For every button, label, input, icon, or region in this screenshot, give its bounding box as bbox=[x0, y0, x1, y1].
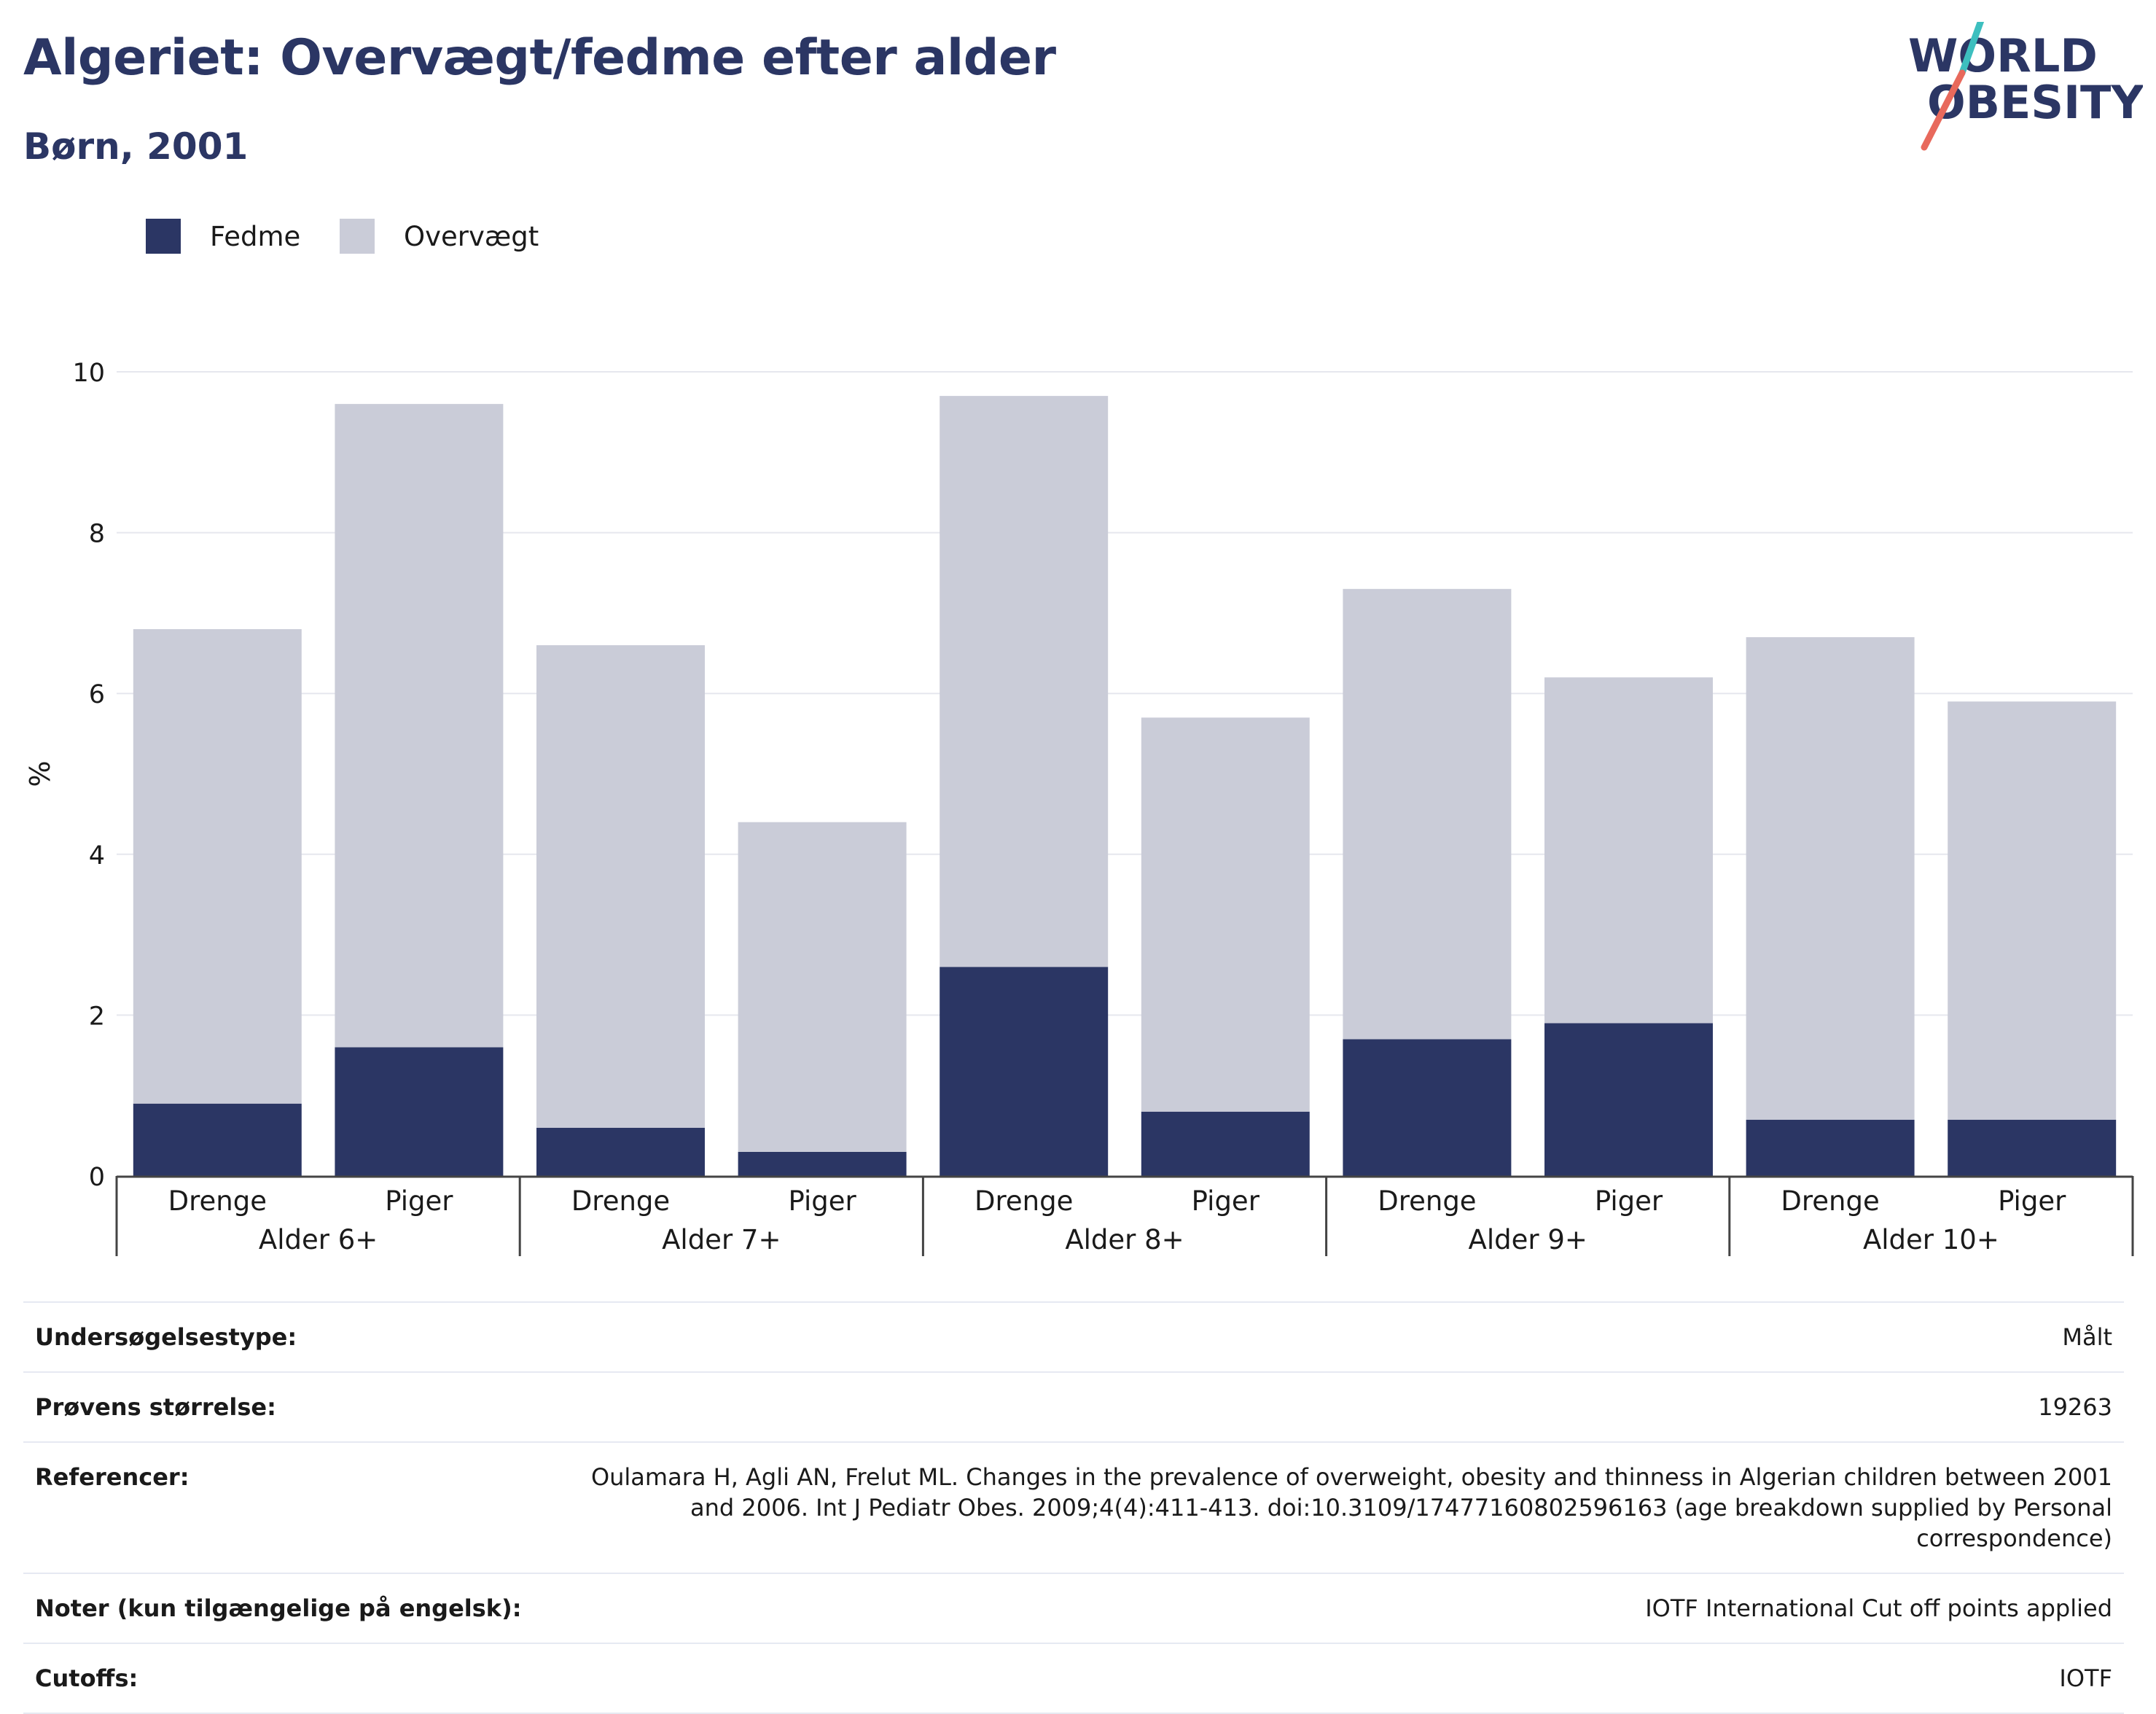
bar-fedme bbox=[1746, 1119, 1915, 1176]
stacked-bar-chart: 0 2 4 6 8 10% Drenge Piger Drenge Piger Drenge Pige… bbox=[24, 359, 2134, 1256]
info-row: Referencer: Oulamara H, Agli AN, Frelut … bbox=[23, 1441, 2124, 1573]
x-group-label: Alder 10+ bbox=[1863, 1224, 1999, 1255]
bar-overvaegt bbox=[940, 396, 1109, 967]
info-label: Referencer: bbox=[23, 1441, 557, 1573]
y-tick-label: 8 bbox=[89, 520, 105, 549]
x-group-label: Alder 8+ bbox=[1065, 1224, 1184, 1255]
y-tick-label: 2 bbox=[89, 1002, 105, 1031]
info-value: 19263 bbox=[557, 1371, 2124, 1442]
bar-overvaegt bbox=[738, 822, 907, 1152]
bar-fedme bbox=[133, 1103, 302, 1176]
x-category-label: Drenge bbox=[1378, 1185, 1476, 1217]
bar-fedme bbox=[1948, 1119, 2117, 1176]
info-value: IOTF International Cut off points applie… bbox=[557, 1573, 2124, 1643]
info-row: Noter (kun tilgængelige på engelsk): IOT… bbox=[23, 1573, 2124, 1643]
bar-fedme bbox=[940, 967, 1109, 1176]
logo-line1: WORLD bbox=[1908, 29, 2098, 82]
legend-swatch-overvaegt bbox=[340, 219, 375, 254]
bar-overvaegt bbox=[133, 628, 302, 1104]
x-category-label: Piger bbox=[1998, 1185, 2066, 1217]
x-category-label: Piger bbox=[1595, 1185, 1663, 1217]
info-label: Prøvens størrelse: bbox=[23, 1371, 557, 1442]
world-obesity-logo: WORLD OBESITY bbox=[1908, 22, 2143, 151]
legend-item-fedme[interactable]: Fedme bbox=[146, 219, 300, 254]
info-value: Målt bbox=[557, 1301, 2124, 1372]
page-title: Algeriet: Overvægt/fedme efter alder bbox=[23, 29, 1056, 87]
x-group-label: Alder 7+ bbox=[662, 1224, 781, 1255]
bar-fedme bbox=[738, 1151, 907, 1176]
x-group-label: Alder 6+ bbox=[259, 1224, 378, 1255]
y-tick-label: 6 bbox=[89, 680, 105, 709]
legend-swatch-fedme bbox=[146, 219, 181, 254]
info-label: Cutoffs: bbox=[23, 1643, 557, 1714]
page-subtitle: Børn, 2001 bbox=[23, 125, 249, 168]
info-row: Undersøgelsestype: Målt bbox=[23, 1301, 2124, 1372]
x-group-label: Alder 9+ bbox=[1469, 1224, 1587, 1255]
bar-fedme bbox=[1343, 1039, 1512, 1176]
bar-overvaegt bbox=[536, 645, 705, 1128]
info-value: Oulamara H, Agli AN, Frelut ML. Changes … bbox=[557, 1441, 2124, 1573]
x-category-label: Drenge bbox=[168, 1185, 267, 1217]
bar-fedme bbox=[536, 1127, 705, 1176]
bar-overvaegt bbox=[1948, 701, 2117, 1120]
y-tick-label: 10 bbox=[72, 359, 105, 388]
bar-fedme bbox=[1141, 1111, 1310, 1176]
info-row: Prøvens størrelse: 19263 bbox=[23, 1371, 2124, 1442]
x-category-label: Piger bbox=[1192, 1185, 1260, 1217]
bar-overvaegt bbox=[1141, 717, 1310, 1112]
logo-slash-top bbox=[1958, 22, 1985, 77]
info-label: Undersøgelsestype: bbox=[23, 1301, 557, 1372]
bar-overvaegt bbox=[1746, 636, 1915, 1120]
x-category-label: Drenge bbox=[975, 1185, 1073, 1217]
y-tick-label: 4 bbox=[89, 841, 105, 870]
x-category-label: Piger bbox=[788, 1185, 856, 1217]
logo-slash-bottom bbox=[1921, 69, 1966, 151]
info-table: Undersøgelsestype: Målt Prøvens størrels… bbox=[23, 1301, 2124, 1714]
bar-fedme bbox=[335, 1047, 504, 1176]
bar-overvaegt bbox=[1544, 677, 1713, 1024]
x-category-label: Piger bbox=[385, 1185, 453, 1217]
legend-label-overvaegt: Overvægt bbox=[404, 220, 539, 252]
x-category-label: Drenge bbox=[571, 1185, 670, 1217]
legend-item-overvaegt[interactable]: Overvægt bbox=[340, 219, 539, 254]
bar-overvaegt bbox=[335, 404, 504, 1048]
bar-fedme bbox=[1544, 1023, 1713, 1176]
info-value: IOTF bbox=[557, 1643, 2124, 1714]
x-category-label: Drenge bbox=[1781, 1185, 1879, 1217]
info-row: Cutoffs: IOTF bbox=[23, 1643, 2124, 1714]
y-tick-label: 0 bbox=[89, 1163, 105, 1192]
bar-overvaegt bbox=[1343, 588, 1512, 1040]
y-axis-title: % bbox=[24, 760, 56, 787]
info-label: Noter (kun tilgængelige på engelsk): bbox=[23, 1573, 557, 1643]
logo-line2: OBESITY bbox=[1927, 76, 2143, 129]
legend-label-fedme: Fedme bbox=[210, 220, 301, 252]
